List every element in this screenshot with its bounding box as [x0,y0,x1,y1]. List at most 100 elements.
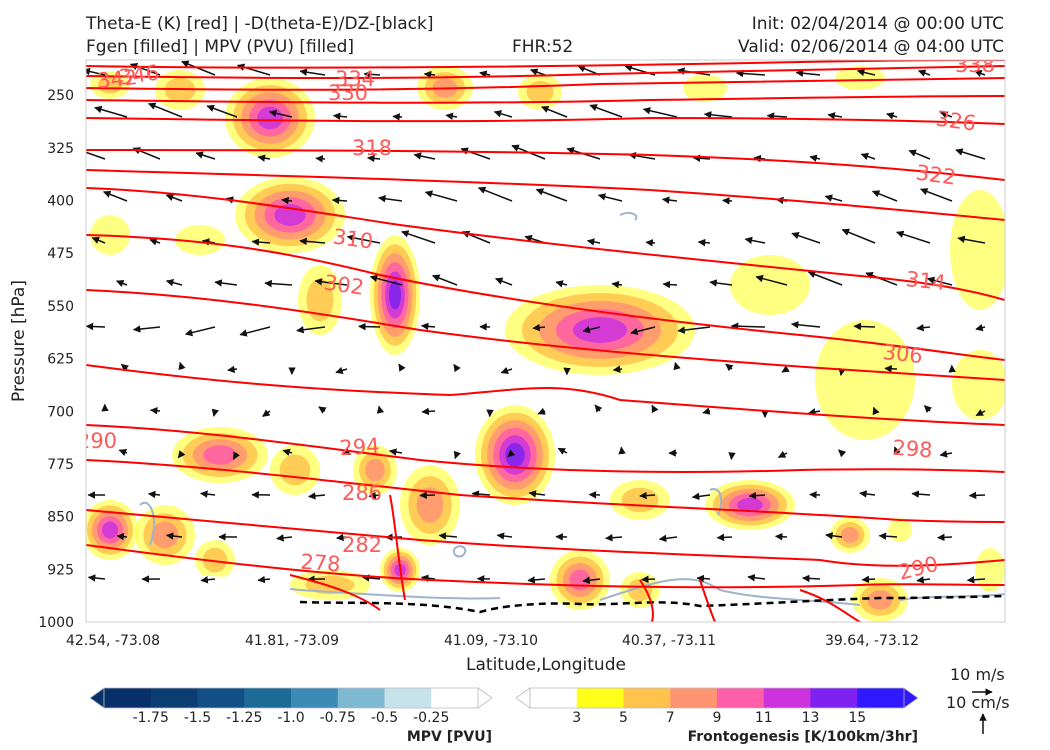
wind-vector [557,447,568,455]
wind-vector [86,151,106,160]
y-tick-label: 550 [47,299,74,315]
wind-vector [147,490,161,499]
wind-vector [149,407,161,415]
valid-time: Valid: 02/06/2014 @ 04:00 UTC [738,37,1004,57]
wind-vector [369,274,403,286]
theta-e-contour [289,574,381,611]
wind-vector [315,155,326,163]
wind-vector [378,195,403,203]
frontogenesis-region [730,255,810,315]
colorbar-swatch [384,688,432,708]
wind-vector [582,576,601,584]
wind-vector [923,405,932,414]
mpv-colorbar: -1.75 -1.5 -1.25 -1.0 -0.75 -0.5 -0.25 [89,687,493,726]
theta-e-label: 334 [335,67,375,91]
theta-e-contour [86,424,1005,473]
wind-vector [460,147,491,160]
wind-vector [703,111,733,119]
terrain-mask [86,570,290,622]
wind-vector [346,234,381,244]
wind-vector [308,492,326,500]
wind-vector [825,532,843,540]
frontogenesis-region [888,518,912,542]
wind-vector [709,279,733,287]
theta-e-contour [86,234,1005,361]
wind-vector [781,365,790,373]
wind-vector [673,361,681,371]
wind-vector [276,534,293,542]
wind-vector [809,154,821,162]
frontogenesis-region [550,550,610,610]
mpv-contour [619,211,638,221]
wind-vector [940,111,953,119]
wind-vector [361,574,381,582]
colorbar-swatch [197,688,245,708]
wind-vector [916,576,931,584]
wind-vector [358,322,381,331]
frontogenesis-region [172,427,268,483]
plot-frame [85,59,1006,623]
wind-vector [335,366,348,375]
colorbar-swatch [530,688,578,708]
wind-vector [178,361,186,371]
y-tick-label: 250 [47,88,74,104]
wind-vector [299,237,326,246]
colorbar-swatch [431,688,479,708]
wind-vector [872,406,880,416]
wind-vector [755,274,788,286]
wind-vector [677,326,711,334]
y-tick-label: 1000 [38,615,74,631]
colorbar-tick-label: -1.5 [184,710,211,726]
frontogenesis-colorbar: 3 5 7 9 11 13 15 [515,687,919,726]
wind-vector [232,451,241,460]
frontogenesis-region [835,66,885,90]
wind-vector [86,67,106,76]
theta-e-contour-layer [86,60,1005,622]
wind-vector [641,575,656,584]
colorbar-swatch [857,688,905,708]
wind-vector [651,404,659,414]
y-axis-label: Pressure [hPa] [9,280,29,402]
wind-vector [264,279,293,288]
wind-vector [541,105,568,118]
wind-vector [227,365,238,374]
wind-vector [838,449,847,458]
wind-vector [496,532,513,540]
wind-vector [268,109,293,118]
wind-vector [937,533,953,542]
colorbar-tick-label: 9 [713,710,722,726]
wind-vector [206,104,238,118]
x-axis-label: Latitude,Longitude [466,655,626,675]
colorbar-swatch [717,688,765,708]
wind-vector [790,321,821,329]
y-tick-label: 850 [47,510,74,526]
colorbar-tick-label: 15 [848,710,866,726]
wind-vector [281,196,293,205]
theta-e-label: 282 [342,533,382,557]
theta-e-label: 310 [331,224,374,253]
wind-vector [195,151,216,160]
frontogenesis-region [235,177,345,253]
theta-e-contour [86,116,1005,125]
wind-vector [658,534,678,543]
theta-e-contour [86,187,1005,301]
frontogenesis-region [270,445,320,495]
theta-e-contour [86,289,1005,381]
wind-vector [697,238,711,247]
frontogenesis-region [952,350,1005,420]
mpv-colorbar-title: MPV [PVU] [407,729,492,745]
frontogenesis-region [683,74,727,102]
wind-vector [500,366,513,375]
dthetae-dz-contour-layer [299,594,1005,614]
wind-vector [735,69,766,78]
wind-vector [802,574,821,583]
wind-vector [368,491,381,500]
y-tick-label: 400 [47,194,74,210]
wind-vector [116,279,128,287]
wind-vector [419,491,436,500]
theta-e-contour [86,77,1005,91]
wind-vector [118,449,128,457]
y-tick-label: 475 [47,246,74,262]
title-line-1: Theta-E (K) [red] | -D(theta-E)/DZ-[blac… [86,14,434,34]
